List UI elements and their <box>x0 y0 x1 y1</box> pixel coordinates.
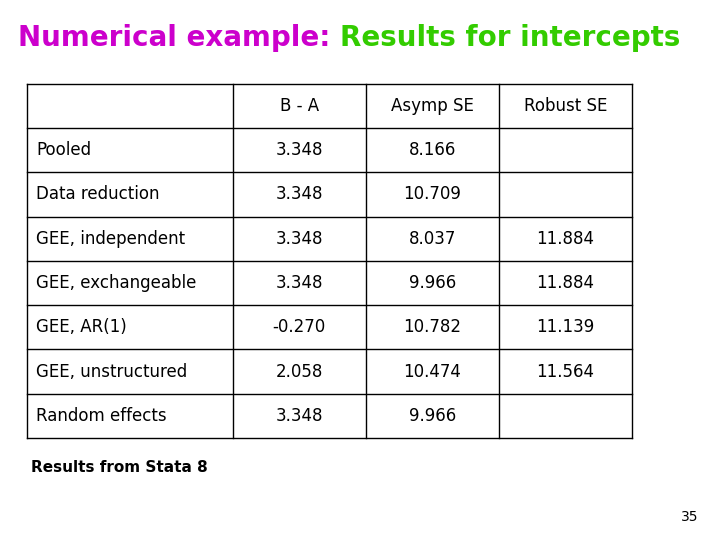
Text: 11.139: 11.139 <box>536 318 595 336</box>
Text: 10.709: 10.709 <box>403 185 462 204</box>
Text: 8.037: 8.037 <box>409 230 456 248</box>
Text: GEE, AR(1): GEE, AR(1) <box>36 318 127 336</box>
Text: 9.966: 9.966 <box>409 407 456 425</box>
Text: Robust SE: Robust SE <box>524 97 607 115</box>
Text: 10.474: 10.474 <box>403 362 462 381</box>
Text: Data reduction: Data reduction <box>36 185 160 204</box>
Text: 9.966: 9.966 <box>409 274 456 292</box>
Text: 3.348: 3.348 <box>276 274 323 292</box>
Text: Results from Stata 8: Results from Stata 8 <box>31 460 207 475</box>
Text: GEE, exchangeable: GEE, exchangeable <box>36 274 197 292</box>
Text: 10.782: 10.782 <box>403 318 462 336</box>
Text: Numerical example:: Numerical example: <box>18 24 340 52</box>
Text: 11.884: 11.884 <box>536 274 595 292</box>
Text: Results for intercepts: Results for intercepts <box>340 24 680 52</box>
Text: Random effects: Random effects <box>36 407 166 425</box>
Text: GEE, independent: GEE, independent <box>36 230 185 248</box>
Text: 3.348: 3.348 <box>276 407 323 425</box>
Text: 11.564: 11.564 <box>536 362 595 381</box>
Text: -0.270: -0.270 <box>273 318 325 336</box>
Text: 11.884: 11.884 <box>536 230 595 248</box>
Text: 2.058: 2.058 <box>276 362 323 381</box>
Text: 3.348: 3.348 <box>276 141 323 159</box>
Text: Asymp SE: Asymp SE <box>391 97 474 115</box>
Text: B - A: B - A <box>279 97 319 115</box>
Text: GEE, unstructured: GEE, unstructured <box>36 362 187 381</box>
Text: Pooled: Pooled <box>36 141 91 159</box>
Text: 8.166: 8.166 <box>409 141 456 159</box>
Text: 35: 35 <box>681 510 698 524</box>
Text: 3.348: 3.348 <box>276 230 323 248</box>
Text: 3.348: 3.348 <box>276 185 323 204</box>
